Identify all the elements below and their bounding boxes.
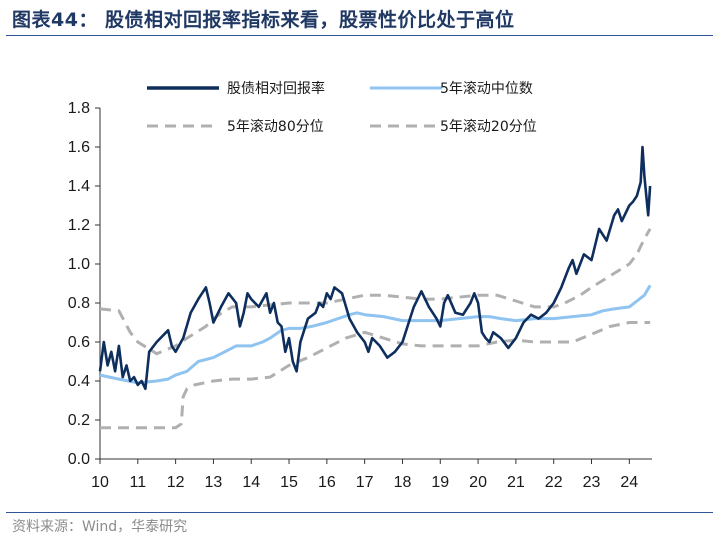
x-tick-label: 20 xyxy=(469,474,487,491)
y-tick-label: 0.6 xyxy=(68,334,90,351)
y-tick-label: 0.0 xyxy=(68,451,90,468)
x-tick-label: 23 xyxy=(583,474,601,491)
x-tick-label: 14 xyxy=(242,474,260,491)
source-note: 资料来源：Wind，华泰研究 xyxy=(12,519,188,535)
header-rule xyxy=(6,35,713,36)
series-line-2 xyxy=(99,228,652,356)
y-tick-label: 1.4 xyxy=(68,178,90,195)
figure-header: 图表44： 股债相对回报率指标来看，股票性价比处于高位 xyxy=(12,4,515,36)
legend-label-2: 5年滚动80分位 xyxy=(227,118,324,135)
x-tick-label: 15 xyxy=(280,474,298,491)
x-tick-label: 19 xyxy=(431,474,449,491)
x-tick-label: 16 xyxy=(318,474,336,491)
x-tick-label: 24 xyxy=(620,474,638,491)
x-tick-label: 12 xyxy=(167,474,185,491)
y-tick-label: 1.0 xyxy=(68,256,90,273)
footer-rule xyxy=(6,512,713,513)
figure-title: 图表44： 股债相对回报率指标来看，股票性价比处于高位 xyxy=(12,9,515,31)
y-tick-label: 1.6 xyxy=(68,139,90,156)
x-tick-label: 21 xyxy=(507,474,525,491)
series-line-1 xyxy=(99,284,652,385)
legend-label-3: 5年滚动20分位 xyxy=(440,118,537,135)
x-tick-label: 22 xyxy=(545,474,563,491)
series-line-3 xyxy=(100,321,651,430)
x-tick-label: 10 xyxy=(91,474,109,491)
legend-label-1: 5年滚动中位数 xyxy=(440,80,533,97)
y-tick-label: 1.8 xyxy=(68,100,90,117)
x-tick-label: 17 xyxy=(356,474,374,491)
x-tick-label: 13 xyxy=(205,474,223,491)
legend-label-0: 股债相对回报率 xyxy=(227,80,325,97)
x-tick-label: 18 xyxy=(394,474,412,491)
y-tick-label: 1.2 xyxy=(68,217,90,234)
y-tick-label: 0.4 xyxy=(68,373,90,390)
x-tick-label: 11 xyxy=(130,474,147,491)
y-tick-label: 0.2 xyxy=(68,412,90,429)
y-tick-label: 0.8 xyxy=(68,295,90,312)
series-line-0 xyxy=(98,145,652,391)
